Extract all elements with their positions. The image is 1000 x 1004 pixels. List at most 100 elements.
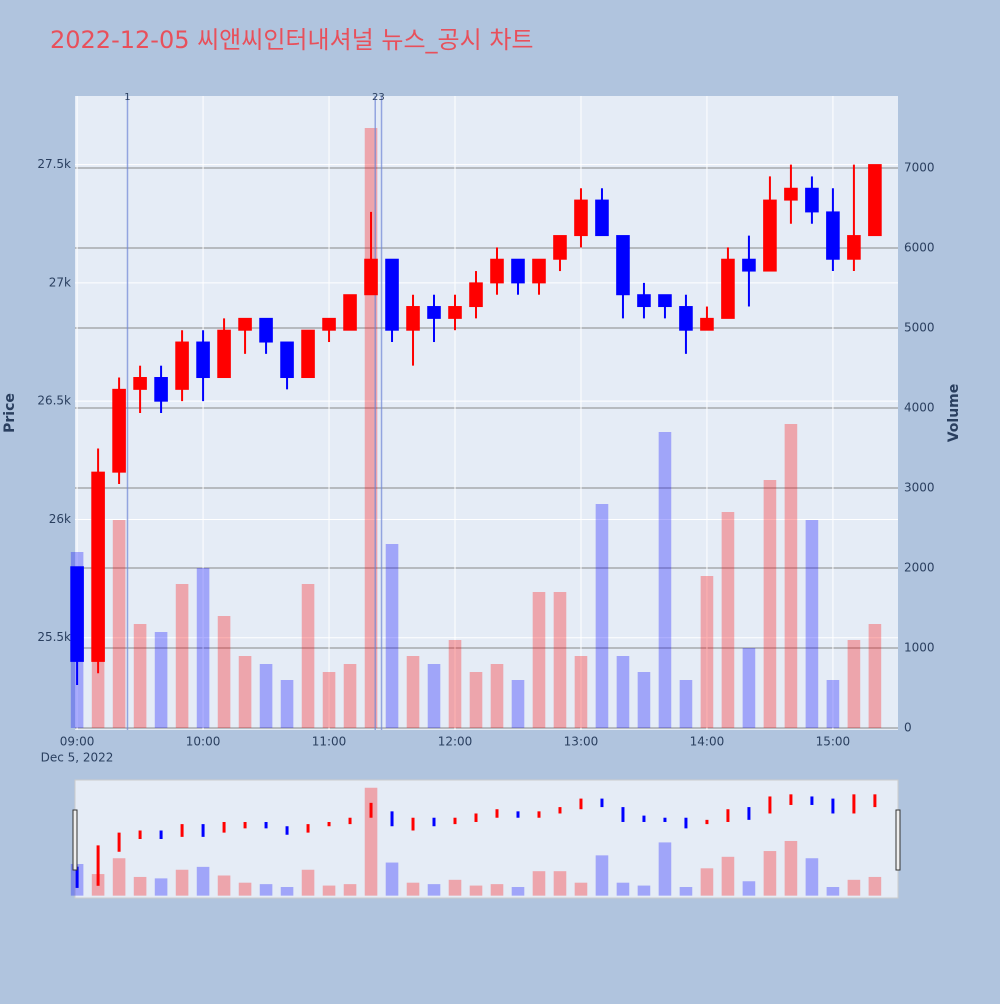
y2-tick-label: 1000 bbox=[904, 641, 935, 655]
slider-volume-bar bbox=[679, 887, 693, 896]
slider-volume-bar bbox=[511, 887, 525, 896]
slider-volume-bar bbox=[280, 887, 294, 896]
volume-bar bbox=[301, 584, 315, 728]
volume-bar bbox=[490, 664, 504, 728]
candle-body bbox=[364, 258, 378, 296]
volume-bar bbox=[196, 568, 210, 728]
candle-body bbox=[322, 317, 336, 331]
slider-volume-bar bbox=[343, 884, 357, 896]
slider-volume-bar bbox=[301, 869, 315, 896]
volume-bar bbox=[616, 656, 630, 728]
slider-volume-bar bbox=[364, 787, 378, 896]
candle-body bbox=[721, 258, 735, 319]
slider-volume-bar bbox=[763, 851, 777, 896]
candle-body bbox=[217, 329, 231, 379]
y2-tick-label: 6000 bbox=[904, 241, 935, 255]
candle-body bbox=[196, 341, 210, 379]
candle-body bbox=[679, 306, 693, 331]
y2-tick-label: 7000 bbox=[904, 161, 935, 175]
candle-body bbox=[553, 235, 567, 260]
candle-body bbox=[343, 294, 357, 331]
slider-handle[interactable] bbox=[72, 809, 78, 871]
candle-body bbox=[91, 471, 105, 662]
volume-bar bbox=[574, 656, 588, 728]
chart-title: 2022-12-05 씨앤씨인터내셔널 뉴스_공시 차트 bbox=[50, 26, 533, 54]
slider-volume-bar bbox=[847, 879, 861, 896]
candle-body bbox=[406, 306, 420, 331]
volume-bar bbox=[280, 680, 294, 728]
candle-body bbox=[301, 329, 315, 379]
y2-tick-label: 4000 bbox=[904, 401, 935, 415]
candle-body bbox=[427, 306, 441, 319]
volume-bar bbox=[112, 520, 126, 728]
candle-body bbox=[868, 164, 882, 237]
candle-body bbox=[469, 282, 483, 308]
slider-volume-bar bbox=[196, 866, 210, 896]
candle-body bbox=[511, 258, 525, 284]
x-tick-label: 13:00 bbox=[564, 735, 599, 749]
slider-volume-bar bbox=[868, 876, 882, 896]
x-date-label: Dec 5, 2022 bbox=[41, 751, 114, 765]
slider-volume-bar bbox=[700, 868, 714, 896]
y-tick-label: 27.5k bbox=[37, 157, 71, 171]
candle-body bbox=[280, 341, 294, 379]
volume-bar bbox=[532, 592, 546, 728]
volume-bar bbox=[679, 680, 693, 728]
y-tick-label: 27k bbox=[49, 275, 71, 289]
candle-body bbox=[175, 341, 189, 390]
candle-body bbox=[133, 377, 147, 390]
x-tick-label: 12:00 bbox=[438, 735, 473, 749]
slider-volume-bar bbox=[742, 881, 756, 896]
slider-volume-bar bbox=[616, 882, 630, 896]
volume-bar bbox=[385, 544, 399, 728]
slider-volume-bar bbox=[784, 840, 798, 896]
volume-bar bbox=[784, 424, 798, 728]
y2-tick-label: 5000 bbox=[904, 321, 935, 335]
candle-body bbox=[805, 187, 819, 213]
candle-body bbox=[763, 199, 777, 272]
x-tick-label: 14:00 bbox=[690, 735, 725, 749]
slider-volume-bar bbox=[805, 858, 819, 896]
volume-bar bbox=[553, 592, 567, 728]
candle-body bbox=[532, 258, 546, 284]
slider-volume-bar bbox=[448, 879, 462, 896]
slider-volume-bar bbox=[322, 885, 336, 896]
volume-bar bbox=[259, 664, 273, 728]
volume-bar bbox=[847, 640, 861, 728]
slider-volume-bar bbox=[658, 842, 672, 896]
slider-volume-bar bbox=[406, 882, 420, 896]
event-label: 3 bbox=[378, 92, 384, 103]
slider-volume-bar bbox=[133, 876, 147, 896]
slider-volume-bar bbox=[574, 882, 588, 896]
volume-bar bbox=[427, 664, 441, 728]
x-tick-label: 15:00 bbox=[816, 735, 851, 749]
candle-body bbox=[238, 317, 252, 331]
slider-volume-bar bbox=[469, 885, 483, 896]
slider-volume-bar bbox=[175, 869, 189, 896]
candle-body bbox=[448, 306, 462, 319]
y-tick-label: 25.5k bbox=[37, 630, 71, 644]
slider-handle[interactable] bbox=[895, 809, 901, 871]
x-tick-label: 11:00 bbox=[312, 735, 347, 749]
volume-bar bbox=[154, 632, 168, 728]
slider-volume-bar bbox=[154, 878, 168, 896]
candle-body bbox=[658, 294, 672, 308]
volume-bar bbox=[742, 648, 756, 728]
candle-body bbox=[700, 317, 714, 331]
candle-body bbox=[595, 199, 609, 237]
plot-area bbox=[75, 96, 898, 730]
volume-bar bbox=[469, 672, 483, 728]
range-slider[interactable] bbox=[74, 779, 899, 899]
candle-body bbox=[154, 377, 168, 402]
candle-body bbox=[112, 388, 126, 473]
candle-body bbox=[637, 294, 651, 308]
slider-volume-bar bbox=[385, 862, 399, 896]
volume-bar bbox=[175, 584, 189, 728]
volume-bar bbox=[217, 616, 231, 728]
slider-volume-bar bbox=[490, 884, 504, 896]
y-tick-label: 26k bbox=[49, 512, 71, 526]
candle-body bbox=[616, 235, 630, 296]
volume-bar bbox=[721, 512, 735, 728]
candle-body bbox=[826, 211, 840, 260]
volume-bar bbox=[343, 664, 357, 728]
